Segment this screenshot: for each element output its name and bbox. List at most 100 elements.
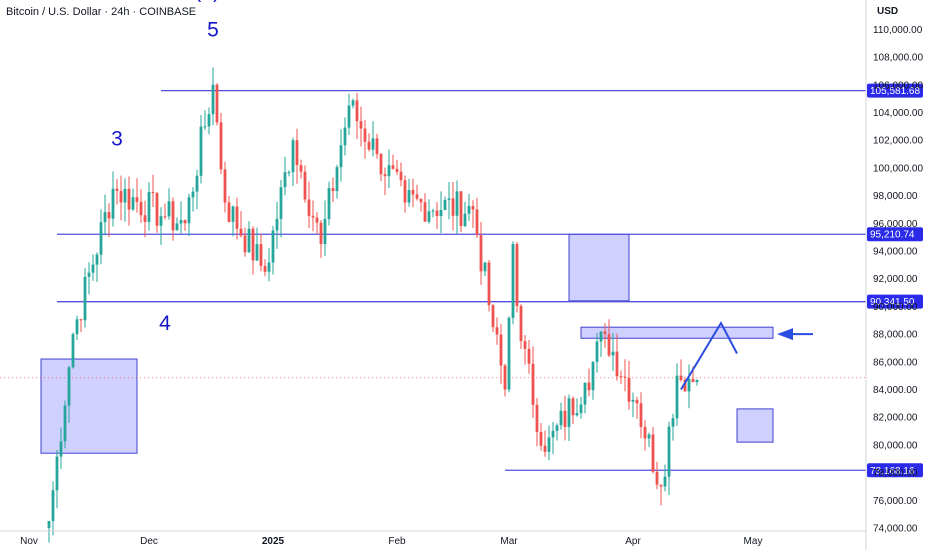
y-tick-label: 108,000.00: [873, 53, 923, 64]
candle-body: [143, 215, 147, 222]
candle-body: [431, 210, 435, 212]
candle-body: [239, 228, 243, 236]
candle-body: [363, 128, 367, 142]
candle-body: [475, 209, 479, 236]
candle-body: [547, 437, 551, 452]
candle-body: [291, 140, 295, 173]
candle-body: [623, 376, 627, 378]
candle-body: [359, 121, 363, 129]
candle-body: [611, 351, 615, 356]
candle-body: [567, 398, 571, 427]
candle-body: [655, 471, 659, 485]
candle-body: [231, 206, 235, 222]
candle-body: [299, 164, 303, 172]
candle-body: [303, 171, 307, 200]
zone-mar: [568, 233, 630, 302]
candle-body: [575, 413, 579, 416]
candle-body: [583, 382, 587, 405]
candle-body: [651, 434, 655, 472]
y-tick-label: 80,000.00: [873, 440, 918, 451]
candle-body: [319, 222, 323, 245]
candle-body: [679, 375, 683, 380]
candle-body: [59, 441, 63, 457]
candle-body: [99, 222, 103, 255]
y-tick-label: 86,000.00: [873, 357, 918, 368]
x-tick-label: Mar: [500, 536, 518, 547]
candle-body: [423, 202, 427, 222]
candle-body: [267, 262, 271, 272]
currency-label[interactable]: USD: [877, 6, 899, 17]
candle-body: [315, 217, 319, 223]
candle-body: [439, 210, 443, 217]
wave-label: 3: [111, 128, 123, 151]
candle-body: [379, 154, 383, 175]
candle-body: [91, 264, 95, 273]
candle-body: [271, 230, 275, 263]
price-badge-label: 95,210.74: [870, 230, 915, 241]
candle-body: [527, 348, 531, 364]
candle-body: [659, 484, 663, 487]
candle-body: [151, 192, 155, 194]
candle-body: [511, 244, 515, 318]
price-badge-label: 90,341.50: [870, 297, 915, 308]
candle-body: [103, 212, 107, 223]
price-badge-label: 105,581.68: [870, 86, 920, 97]
candle-body: [691, 378, 695, 383]
candle-body: [571, 398, 575, 416]
candle-body: [467, 205, 471, 214]
candle-body: [67, 367, 71, 406]
y-tick-label: 76,000.00: [873, 496, 918, 507]
candle-body: [647, 434, 651, 439]
candle-body: [675, 375, 679, 419]
candle-body: [591, 361, 595, 391]
candle-body: [107, 212, 111, 219]
candle-body: [387, 165, 391, 177]
candle-body: [483, 262, 487, 272]
candle-body: [495, 327, 499, 335]
candle-body: [191, 191, 195, 198]
candle-body: [539, 432, 543, 446]
candle-body: [251, 228, 255, 261]
candle-body: [683, 379, 687, 392]
candle-body: [427, 211, 431, 222]
candle-body: [175, 223, 179, 231]
candle-body: [279, 187, 283, 219]
candle-body: [247, 228, 251, 253]
candle-body: [419, 198, 423, 203]
candle-body: [179, 220, 183, 224]
candle-body: [435, 210, 439, 217]
price-badge: [867, 83, 923, 98]
candle-body: [643, 426, 647, 439]
candle-body: [223, 169, 227, 203]
candle-body: [695, 379, 699, 383]
x-tick-label: 2025: [262, 536, 285, 547]
candle-body: [219, 122, 223, 170]
candle-body: [523, 341, 527, 349]
candle-body: [243, 235, 247, 253]
candle-body: [403, 180, 407, 203]
candle-body: [263, 265, 267, 272]
candle-body: [347, 105, 351, 128]
y-tick-label: 74,000.00: [873, 524, 918, 535]
candle-body: [667, 426, 671, 477]
zone-may: [736, 408, 774, 443]
candle-body: [287, 172, 291, 174]
price-badge: [867, 294, 923, 309]
candle-body: [459, 191, 463, 226]
candle-body: [171, 201, 175, 231]
symbol-title[interactable]: Bitcoin / U.S. Dollar · 24h · COINBASE: [6, 6, 197, 18]
candle-body: [95, 254, 99, 265]
candle-body: [311, 215, 315, 218]
candle-body: [603, 331, 607, 335]
candle-body: [631, 399, 635, 402]
x-tick-label: Dec: [140, 536, 158, 547]
candle-body: [211, 84, 215, 115]
candle-body: [123, 188, 127, 203]
candle-body: [411, 189, 415, 195]
candle-body: [355, 100, 359, 122]
candle-body: [339, 145, 343, 168]
candle-body: [619, 376, 623, 378]
candle-body: [663, 476, 667, 487]
arrow-head: [777, 328, 793, 341]
